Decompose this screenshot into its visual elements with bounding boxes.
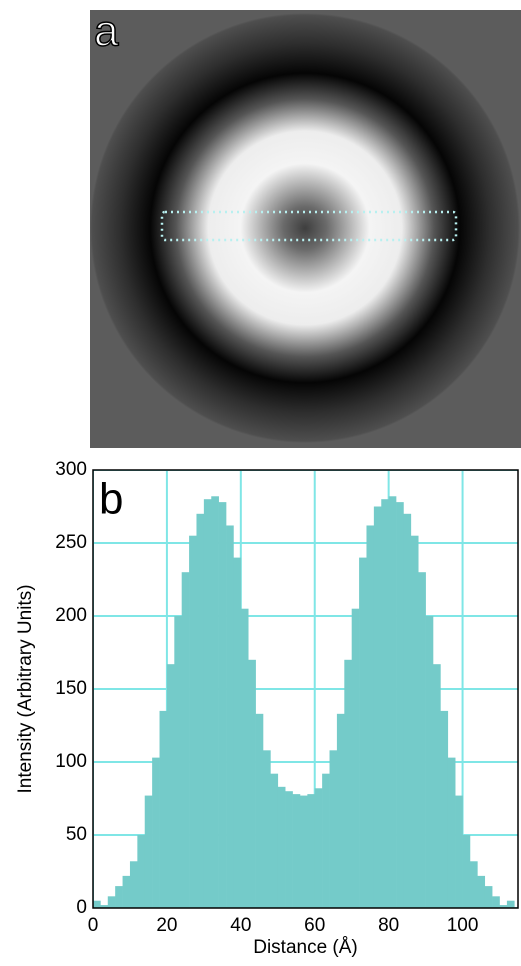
x-tick-label: 40 xyxy=(230,915,251,936)
x-axis-label: Distance (Å) xyxy=(253,937,358,958)
bar xyxy=(204,499,212,908)
bar xyxy=(418,572,426,908)
x-tick-label: 80 xyxy=(378,915,399,936)
y-tick-label: 150 xyxy=(55,678,87,699)
y-tick-label: 0 xyxy=(76,897,87,918)
bar xyxy=(174,616,182,908)
bar xyxy=(315,788,323,908)
bar xyxy=(196,514,204,908)
bar xyxy=(403,514,411,908)
bar xyxy=(256,714,264,908)
bar xyxy=(123,876,131,908)
bar xyxy=(381,499,389,908)
bar xyxy=(344,660,352,908)
bar xyxy=(226,525,234,908)
bar xyxy=(352,609,360,908)
panel-label: a xyxy=(94,7,119,56)
panel-label: b xyxy=(99,475,123,524)
bar xyxy=(115,886,123,908)
bar xyxy=(137,835,145,908)
bar xyxy=(455,796,463,908)
y-tick-label: 250 xyxy=(55,532,87,553)
panel-a-image: a xyxy=(90,7,521,448)
bar xyxy=(477,876,485,908)
bar xyxy=(160,711,168,908)
bar xyxy=(167,664,175,908)
bar xyxy=(182,572,190,908)
bar xyxy=(108,896,116,908)
bar xyxy=(374,507,382,909)
bar xyxy=(211,496,219,908)
x-tick-label: 60 xyxy=(304,915,325,936)
y-tick-label: 50 xyxy=(66,824,87,845)
x-tick-label: 0 xyxy=(88,915,99,936)
bar xyxy=(322,774,330,908)
bar xyxy=(433,664,441,908)
bar xyxy=(337,714,345,908)
bar xyxy=(278,787,286,908)
bar xyxy=(470,861,478,908)
bar xyxy=(219,502,227,908)
bar xyxy=(248,660,256,908)
bar xyxy=(145,796,153,908)
y-tick-label: 200 xyxy=(55,605,87,626)
bar xyxy=(411,536,419,908)
bar xyxy=(93,901,101,908)
bar xyxy=(152,758,160,908)
bar xyxy=(448,758,456,908)
bar xyxy=(189,536,197,908)
bar xyxy=(426,616,434,908)
bar xyxy=(241,609,249,908)
bar xyxy=(270,774,278,908)
bar xyxy=(366,525,374,908)
bar xyxy=(130,861,138,908)
bar xyxy=(300,796,308,908)
bar xyxy=(463,835,471,908)
y-axis-label: Intensity (Arbitrary Units) xyxy=(15,584,36,793)
bar xyxy=(293,794,301,908)
y-tick-label: 300 xyxy=(55,459,87,480)
bar xyxy=(233,558,241,908)
x-tick-label: 100 xyxy=(447,915,479,936)
bar xyxy=(359,558,367,908)
bar xyxy=(263,750,271,908)
page: {"panel_a": {"label": "a"}, "chart_data"… xyxy=(0,0,521,966)
x-tick-label: 20 xyxy=(156,915,177,936)
bar xyxy=(389,496,397,908)
bar xyxy=(330,750,338,908)
bar xyxy=(440,711,448,908)
y-tick-label: 100 xyxy=(55,751,87,772)
bar xyxy=(485,886,493,908)
bar xyxy=(507,901,515,908)
bar xyxy=(492,896,500,908)
bar xyxy=(285,791,293,908)
bar xyxy=(396,502,404,908)
figure: a 0 50 100 150 200 250 300 0 20 40 60 80 100 b Distanc… xyxy=(0,0,521,966)
bar xyxy=(307,794,315,908)
ring-pattern xyxy=(90,13,520,443)
